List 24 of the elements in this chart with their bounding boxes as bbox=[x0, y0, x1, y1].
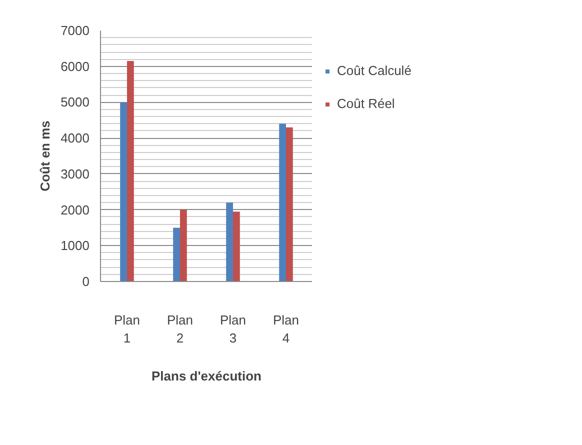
y-tick-label: 2000 bbox=[60, 202, 90, 218]
bar bbox=[173, 228, 180, 282]
y-tick-label: 6000 bbox=[60, 58, 90, 74]
bar bbox=[120, 102, 127, 282]
y-tick-label: 5000 bbox=[60, 94, 90, 110]
x-tick-label: Plan 2 bbox=[166, 312, 194, 346]
y-tick-label: 3000 bbox=[60, 166, 90, 182]
bar bbox=[233, 212, 240, 282]
legend-label: Coût Réel bbox=[337, 96, 395, 111]
y-tick-label: 0 bbox=[82, 274, 90, 289]
bar bbox=[279, 124, 286, 282]
bar bbox=[286, 127, 293, 282]
x-tick-label: Plan 1 bbox=[114, 312, 140, 346]
y-axis-title: Coût en ms bbox=[38, 120, 53, 192]
bar bbox=[226, 202, 233, 282]
x-tick-label: Plan 3 bbox=[220, 312, 246, 346]
x-tick-label: Plan 4 bbox=[272, 312, 300, 346]
y-tick-label: 4000 bbox=[60, 130, 90, 146]
y-tick-label: 7000 bbox=[60, 23, 90, 38]
bar bbox=[127, 60, 134, 282]
bar bbox=[180, 210, 187, 282]
x-axis-title: Plans d'exécution bbox=[151, 368, 262, 384]
y-tick-label: 1000 bbox=[60, 238, 90, 254]
legend-label: Coût Calculé bbox=[337, 63, 412, 78]
